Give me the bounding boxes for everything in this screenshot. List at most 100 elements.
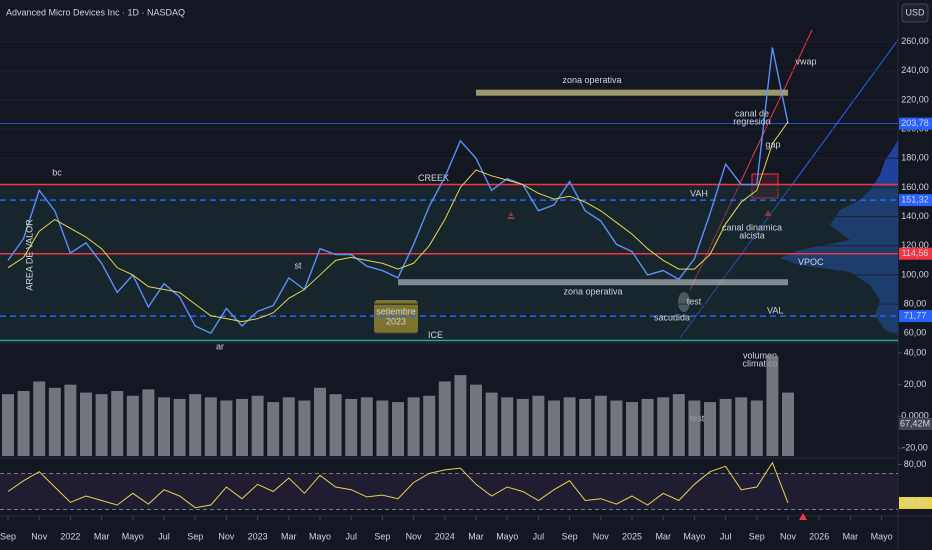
annotation: AREA DE VALOR bbox=[24, 219, 34, 291]
x-tick-label: 2022 bbox=[60, 531, 80, 541]
moving-average bbox=[7, 121, 789, 323]
volume-bar bbox=[766, 356, 779, 456]
y-tick-label: 60,00 bbox=[904, 328, 927, 338]
volume-bar bbox=[126, 395, 139, 456]
volume-bar bbox=[80, 392, 92, 456]
annotation: canal de bbox=[735, 108, 769, 118]
gap-box bbox=[751, 173, 779, 199]
volume-tick-label: 40,00 bbox=[904, 347, 927, 357]
x-tick-label: Mar bbox=[655, 531, 671, 541]
volume-bar bbox=[735, 397, 748, 456]
currency: USD bbox=[905, 7, 925, 17]
volume-bar bbox=[236, 398, 248, 456]
rsi-tag bbox=[899, 496, 932, 509]
volume-bar bbox=[454, 375, 467, 456]
annotation: 2023 bbox=[386, 316, 406, 326]
shakeout-marker bbox=[678, 292, 690, 312]
annotation: regresión bbox=[733, 116, 771, 126]
volume-bar bbox=[594, 395, 607, 456]
x-tick-label: Sep bbox=[187, 531, 203, 541]
price-tag bbox=[899, 117, 932, 130]
x-tick-label: 2023 bbox=[248, 531, 268, 541]
x-tick-label: Nov bbox=[218, 531, 235, 541]
volume-bar bbox=[204, 397, 217, 456]
volume-bar bbox=[750, 400, 763, 456]
zone-label: zona operativa bbox=[563, 287, 622, 297]
volume-bar bbox=[220, 400, 233, 456]
x-tick-label: Nov bbox=[31, 531, 48, 541]
volume-bar bbox=[314, 387, 326, 456]
annotation: ar bbox=[216, 341, 224, 351]
rsi-tag-label: 37,26 bbox=[904, 497, 927, 507]
volume-bar bbox=[423, 395, 436, 456]
volume-bar bbox=[298, 400, 311, 456]
x-tick-label: Jul bbox=[158, 531, 170, 541]
volume-bar bbox=[64, 384, 77, 456]
price-tag bbox=[899, 310, 932, 323]
x-tick-label: 2025 bbox=[622, 531, 642, 541]
volume-bar bbox=[548, 400, 560, 456]
volume-bar bbox=[501, 397, 514, 456]
annotation: vwap bbox=[795, 56, 816, 66]
price-tag bbox=[899, 194, 932, 207]
volume-bar bbox=[672, 394, 685, 456]
x-tick-label: Mayo bbox=[122, 531, 144, 541]
annotation: gap bbox=[765, 139, 780, 149]
volume-bar bbox=[407, 397, 420, 456]
volume-bar bbox=[516, 398, 529, 456]
volume-tag bbox=[899, 418, 932, 430]
price-tag-label: 114,56 bbox=[902, 248, 929, 258]
volume-bar bbox=[719, 398, 732, 456]
volume-tick-label: 0,0000 bbox=[901, 411, 929, 421]
volume-bar bbox=[438, 381, 451, 456]
x-tick-label: Jul bbox=[720, 531, 732, 541]
volume-tick-label: -20,00 bbox=[902, 442, 928, 452]
x-tick-label: Nov bbox=[593, 531, 610, 541]
volume-bar bbox=[704, 402, 716, 456]
y-tick-label: 160,00 bbox=[901, 182, 929, 192]
annotation: climatico bbox=[742, 358, 777, 368]
volume-bar bbox=[2, 394, 14, 456]
y-tick-label: 260,00 bbox=[901, 36, 929, 46]
volume-bar bbox=[282, 397, 295, 456]
y-tick-label: 80,00 bbox=[904, 298, 927, 308]
rsi-line bbox=[7, 461, 789, 509]
volume-bar bbox=[189, 394, 202, 456]
y-tick-label: 180,00 bbox=[901, 153, 929, 163]
level-name: CREEK bbox=[418, 173, 449, 183]
x-tick-label: Mar bbox=[281, 531, 297, 541]
x-tick-label: 2024 bbox=[435, 531, 455, 541]
price-tag bbox=[899, 247, 932, 260]
annotation: st bbox=[294, 260, 302, 270]
x-tick-label: Mar bbox=[94, 531, 110, 541]
currency-box[interactable] bbox=[901, 3, 929, 23]
x-tick-label: Nov bbox=[406, 531, 423, 541]
annotation: canal dinamica bbox=[722, 222, 782, 232]
volume-bar bbox=[579, 398, 592, 456]
volume-bar bbox=[392, 402, 404, 456]
x-tick-label: Sep bbox=[374, 531, 390, 541]
volume-bar bbox=[470, 384, 482, 456]
level-name: VAL bbox=[767, 305, 783, 315]
volume-bar bbox=[360, 397, 373, 456]
volume-bar bbox=[563, 397, 576, 456]
volume-bar bbox=[17, 390, 30, 456]
volume-bar bbox=[251, 395, 264, 456]
x-tick-label: Sep bbox=[0, 531, 16, 541]
level-name: VAH bbox=[690, 188, 708, 198]
volume-bar bbox=[641, 398, 654, 456]
volume-bar bbox=[657, 397, 670, 456]
x-tick-label: Mayo bbox=[496, 531, 518, 541]
price-line bbox=[7, 47, 789, 335]
y-tick-label: 140,00 bbox=[901, 211, 929, 221]
x-tick-label: Mayo bbox=[871, 531, 893, 541]
volume-bar bbox=[173, 398, 186, 456]
price-tag-label: 71,77 bbox=[904, 310, 927, 320]
volume-tick-label: 20,00 bbox=[904, 379, 927, 389]
volume-bar bbox=[158, 397, 170, 456]
regression-channel bbox=[689, 29, 813, 291]
volume-bar bbox=[267, 402, 280, 456]
annotation: alcista bbox=[739, 230, 765, 240]
volume-bar bbox=[48, 387, 61, 456]
